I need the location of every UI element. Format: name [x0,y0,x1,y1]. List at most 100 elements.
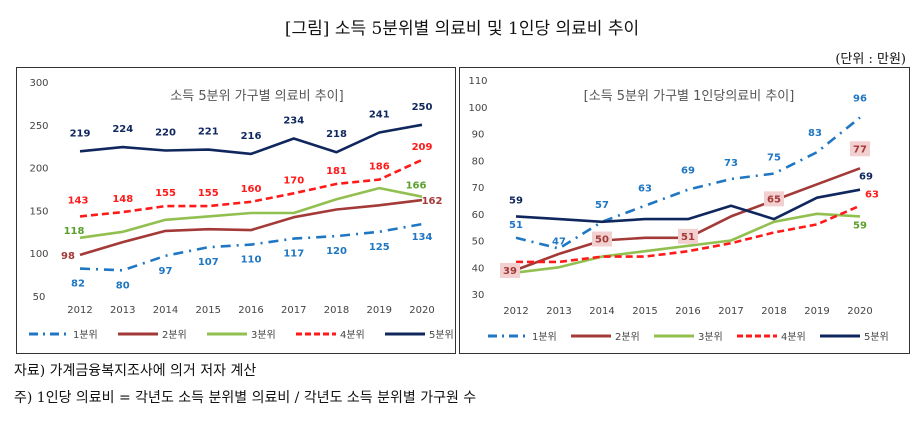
data-label-box [678,228,698,244]
source-note: 자료) 가계금융복지조사에 의거 저자 계산 [14,363,257,379]
x-tick-label: 2017 [281,305,306,316]
y-tick-label: 40 [472,263,485,274]
legend-label: 2분위 [162,328,187,341]
y-tick-label: 70 [472,183,485,194]
x-tick-label: 2013 [110,305,135,316]
x-tick-label: 2013 [546,306,571,317]
x-tick-label: 2012 [67,305,92,316]
unit-label: (단위 : 만원) [835,52,906,67]
data-label: 51 [681,232,695,243]
y-tick-label: 300 [29,78,48,89]
data-label: 162 [422,196,443,207]
data-label-box [500,262,520,278]
data-label: 69 [859,172,873,183]
data-label: 160 [241,184,262,195]
x-tick-label: 2014 [589,306,614,317]
y-tick-label: 200 [29,164,48,175]
data-label: 155 [198,188,219,199]
data-label: 181 [326,166,347,177]
data-label: 125 [369,242,390,253]
x-tick-label: 2020 [409,305,434,316]
data-label: 80 [116,280,130,291]
data-label: 75 [767,153,781,164]
data-label: 63 [865,190,879,201]
data-label: 107 [198,257,219,268]
data-label: 50 [595,235,609,246]
series-line-5 [79,123,423,156]
formula-note: 주) 1인당 의료비 = 각년도 소득 분위별 의료비 / 각년도 소득 분위별… [14,390,477,406]
figure-title: [그림] 소득 5분위별 의료비 및 1인당 의료비 추이 [284,19,640,39]
y-tick-label: 100 [29,249,48,260]
x-tick-label: 2015 [632,306,657,317]
data-label: 134 [412,232,433,243]
series-line-1 [79,222,423,272]
x-tick-label: 2019 [804,306,829,317]
data-label: 97 [159,266,173,277]
x-tick-label: 2014 [153,305,178,316]
legend-label: 1분위 [532,330,557,343]
legend-label: 4분위 [781,330,806,343]
data-label: 186 [369,162,390,173]
data-label: 65 [767,194,781,205]
y-tick-label: 80 [472,156,485,167]
legend-label: 3분위 [698,330,723,343]
series-line-4 [516,204,861,264]
y-tick-label: 150 [29,206,48,217]
data-label-box [592,231,612,247]
x-tick-label: 2017 [718,306,743,317]
data-label: 82 [71,279,85,290]
chart-title: 소득 5분위 가구별 의료비 추이] [170,89,343,104]
legend-label: 1분위 [73,328,98,341]
data-label: 39 [503,266,517,277]
data-label: 224 [112,124,133,135]
series-line-3 [79,186,423,240]
series-line-5 [515,188,861,224]
data-label: 218 [326,129,347,140]
y-tick-label: 100 [468,103,487,114]
x-tick-label: 2020 [847,306,872,317]
x-tick-label: 2015 [196,305,221,316]
data-label: 148 [112,194,133,205]
y-tick-label: 30 [472,290,485,301]
chart-title: [소득 5분위 가구별 1인당의료비 추이] [584,89,795,104]
y-tick-label: 90 [472,130,485,141]
data-label: 170 [283,175,304,186]
x-tick-label: 2016 [675,306,700,317]
series-line-3 [515,212,861,274]
x-tick-label: 2016 [238,305,263,316]
data-label: 77 [853,144,867,155]
y-tick-label: 110 [468,76,487,87]
data-label: 63 [638,184,652,195]
legend-label: 3분위 [251,328,276,341]
data-label: 120 [326,246,347,257]
chart-per-capita-expense: [소득 5분위 가구별 1인당의료비 추이] 30 40 50 60 70 80 90 100 1… [468,76,889,343]
chart-panel-per-capita-expense: [소득 5분위 가구별 1인당의료비 추이] 30 40 50 60 70 80 90 100 1… [459,67,910,354]
data-label: 117 [283,249,304,260]
data-label: 118 [64,226,85,237]
data-label: 216 [241,131,262,142]
data-label: 250 [412,102,433,113]
data-label: 59 [853,220,867,231]
data-label: 98 [61,251,75,262]
legend-label: 2분위 [615,330,640,343]
y-tick-label: 60 [472,210,485,221]
data-label: 96 [853,93,867,104]
data-label-box [764,191,784,207]
legend-label: 5분위 [864,330,889,343]
data-label: 47 [552,237,566,248]
chart-panel-household-expense: 소득 5분위 가구별 의료비 추이] 50 100 150 200 250 300 2012 2… [16,67,456,354]
series-line-2 [79,198,423,257]
y-tick-label: 50 [472,237,485,248]
data-label: 221 [198,127,219,138]
y-tick-label: 250 [29,121,48,132]
data-label: 143 [68,195,89,206]
data-label: 155 [155,188,176,199]
data-label: 241 [369,110,390,121]
legend-label: 4분위 [340,328,365,341]
data-label: 220 [155,127,176,138]
legend-label: 5분위 [429,328,454,341]
data-label: 59 [509,195,523,206]
y-tick-label: 50 [33,292,46,303]
data-label: 51 [509,220,523,231]
data-label: 110 [241,255,262,266]
